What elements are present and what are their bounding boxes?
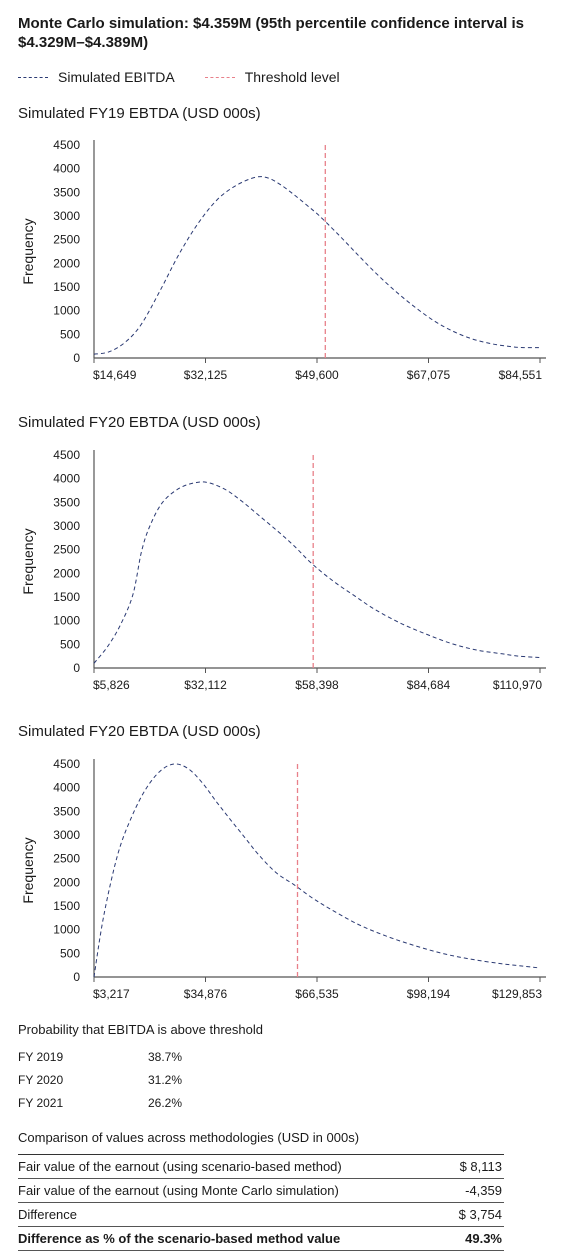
y-tick-label: 3500 — [53, 495, 80, 509]
y-axis-label: Frequency — [20, 528, 36, 594]
y-tick-label: 1500 — [53, 899, 80, 913]
legend-item-simulated: Simulated EBITDA — [18, 69, 175, 85]
y-axis-label: Frequency — [20, 218, 36, 284]
probability-year: FY 2021 — [18, 1096, 64, 1110]
y-tick-label: 2000 — [53, 566, 80, 580]
x-tick-label: $84,684 — [407, 678, 451, 692]
y-tick-label: 4500 — [53, 757, 80, 771]
table-row: Fair value of the earnout (using scenari… — [18, 1155, 504, 1179]
x-tick-label: $129,853 — [492, 987, 542, 1001]
page-title: Monte Carlo simulation: $4.359M (95th pe… — [18, 15, 524, 51]
legend-label-simulated: Simulated EBITDA — [58, 69, 175, 85]
table-row: Difference $ 3,754 — [18, 1203, 504, 1227]
y-tick-label: 4000 — [53, 162, 80, 176]
y-tick-label: 0 — [73, 661, 80, 675]
chart-fy21: 0 500 1000 1500 2000 2500 3000 3500 4000 4500 Freq… — [20, 757, 546, 1001]
probability-value: 31.2% — [148, 1073, 183, 1087]
comparison-title: Comparison of values across methodologie… — [18, 1130, 360, 1145]
x-tick-label: $58,398 — [295, 678, 339, 692]
x-tick-label: $67,075 — [407, 368, 451, 382]
table-row: Difference as % of the scenario-based me… — [18, 1227, 504, 1251]
probability-value: 26.2% — [148, 1096, 183, 1110]
y-tick-label: 2500 — [53, 233, 80, 247]
y-tick-label: 0 — [73, 970, 80, 984]
y-tick-label: 2000 — [53, 256, 80, 270]
y-tick-label: 1000 — [53, 614, 80, 628]
comparison-label: Difference — [18, 1207, 78, 1222]
y-tick-label: 3000 — [53, 519, 80, 533]
probability-title: Probability that EBITDA is above thresho… — [18, 1022, 263, 1037]
simulated-ebitda-line — [93, 763, 541, 978]
y-tick-label: 4000 — [53, 781, 80, 795]
probability-year: FY 2020 — [18, 1073, 64, 1087]
chart-fy20: 0 500 1000 1500 2000 2500 3000 3500 4000 4500 Freq… — [20, 448, 546, 692]
x-tick-label: $32,112 — [184, 678, 227, 692]
x-tick-label: $32,125 — [184, 368, 228, 382]
y-tick-label: 2500 — [53, 852, 80, 866]
y-tick-label: 500 — [60, 327, 80, 341]
x-tick-label: $49,600 — [295, 368, 339, 382]
probability-value: 38.7% — [148, 1050, 183, 1064]
x-tick-label: $66,535 — [295, 987, 339, 1001]
y-tick-label: 2500 — [53, 543, 80, 557]
comparison-value: $ 8,113 — [459, 1159, 502, 1174]
y-tick-label: 0 — [73, 351, 80, 365]
y-tick-label: 4500 — [53, 448, 80, 462]
y-tick-label: 4500 — [53, 138, 80, 152]
x-tick-label: $5,826 — [93, 678, 130, 692]
legend-swatch-threshold — [204, 76, 235, 78]
x-tick-label: $110,970 — [493, 678, 542, 692]
comparison-label: Fair value of the earnout (using scenari… — [18, 1159, 342, 1174]
y-axis-label: Frequency — [20, 837, 36, 903]
legend-swatch-simulated — [18, 76, 48, 78]
simulated-ebitda-line — [93, 176, 541, 355]
comparison-label: Fair value of the earnout (using Monte C… — [18, 1183, 339, 1198]
chart-legend: Simulated EBITDA Threshold level — [18, 68, 370, 86]
y-tick-label: 500 — [60, 946, 80, 960]
y-tick-label: 500 — [60, 637, 80, 651]
x-tick-label: $98,194 — [407, 987, 451, 1001]
comparison-label: Difference as % of the scenario-based me… — [18, 1231, 341, 1246]
y-tick-label: 1500 — [53, 280, 80, 294]
y-tick-label: 1000 — [53, 923, 80, 937]
chart-fy19: 0 500 1000 1500 2000 2500 3000 3500 4000 4500 Freq… — [20, 138, 546, 382]
y-tick-label: 3000 — [53, 828, 80, 842]
chart-title-fy20: Simulated FY20 EBTDA (USD 000s) — [18, 414, 261, 431]
x-tick-label: $14,649 — [93, 368, 137, 382]
legend-item-threshold: Threshold level — [204, 69, 340, 85]
table-row: Fair value of the earnout (using Monte C… — [18, 1179, 504, 1203]
y-tick-label: 3500 — [53, 804, 80, 818]
y-tick-label: 1000 — [53, 304, 80, 318]
y-tick-label: 3000 — [53, 209, 80, 223]
y-tick-label: 4000 — [53, 472, 80, 486]
legend-label-threshold: Threshold level — [244, 69, 340, 85]
y-tick-label: 3500 — [53, 185, 80, 199]
comparison-table: Fair value of the earnout (using scenari… — [18, 1154, 504, 1251]
comparison-value: -4,359 — [465, 1183, 502, 1198]
comparison-value: 49.3% — [465, 1231, 502, 1246]
y-tick-label: 1500 — [53, 590, 80, 604]
chart-title-fy19: Simulated FY19 EBTDA (USD 000s) — [18, 105, 261, 122]
x-tick-label: $3,217 — [93, 987, 130, 1001]
x-tick-label: $84,551 — [499, 368, 543, 382]
chart-title-fy21: Simulated FY20 EBTDA (USD 000s) — [18, 723, 261, 740]
probability-year: FY 2019 — [18, 1050, 64, 1064]
y-tick-label: 2000 — [53, 875, 80, 889]
simulated-ebitda-line — [93, 481, 541, 664]
x-tick-label: $34,876 — [184, 987, 228, 1001]
comparison-value: $ 3,754 — [458, 1207, 502, 1222]
